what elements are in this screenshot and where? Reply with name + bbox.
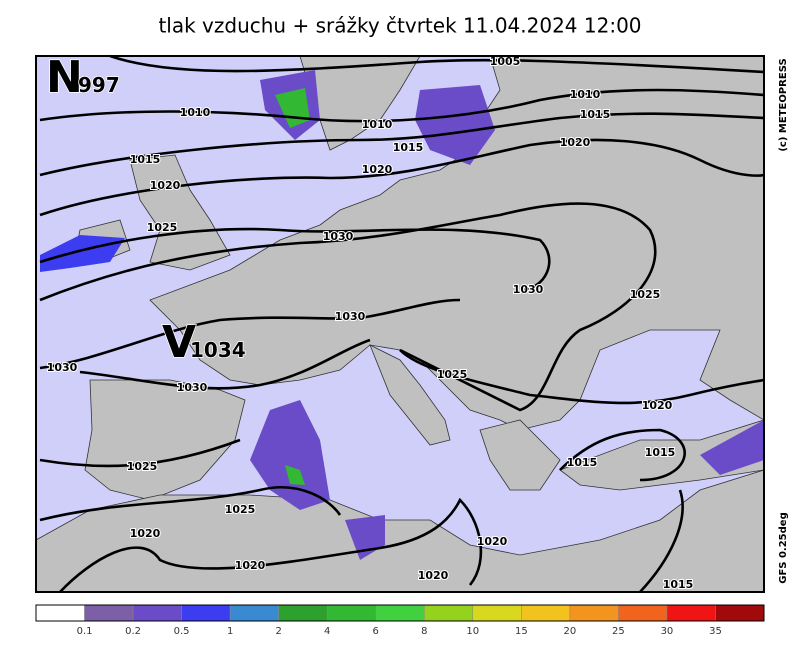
isobar-label: 1020 [642, 399, 673, 412]
isobar-label: 1025 [630, 288, 661, 301]
isobar-label: 1030 [335, 310, 366, 323]
isobar-label: 1030 [513, 283, 544, 296]
map-frame [35, 55, 765, 593]
isobar-label: 1020 [235, 559, 266, 572]
legend-swatch [618, 604, 668, 622]
legend-label: 20 [563, 626, 576, 637]
isobar-label: 1025 [147, 221, 178, 234]
isobars [39, 54, 765, 593]
isobar-label: 1015 [567, 456, 598, 469]
isobar-label: 1020 [560, 136, 591, 149]
isobar-label: 1020 [362, 163, 393, 176]
isobar-label: 1005 [490, 55, 521, 68]
legend-label: 0.2 [125, 626, 141, 637]
land [149, 55, 765, 431]
legend-swatch [715, 604, 765, 622]
high-value: 1034 [190, 338, 246, 362]
legend-swatch [181, 604, 231, 622]
legend-label: 25 [612, 626, 625, 637]
legend-label: 15 [515, 626, 528, 637]
isobar-label: 1015 [580, 108, 611, 121]
isobar-label: 1015 [645, 446, 676, 459]
legend-swatch [666, 604, 716, 622]
isobar-label: 1020 [418, 569, 449, 582]
precipitation [700, 420, 764, 475]
land [35, 469, 765, 593]
legend-frame [35, 604, 765, 622]
isobar-label: 1025 [127, 460, 158, 473]
isobar-label: 1025 [225, 503, 256, 516]
isobar-label: 1020 [477, 535, 508, 548]
legend-swatch [569, 604, 619, 622]
land [479, 419, 561, 491]
isobar-label: 1025 [437, 368, 468, 381]
map: 1005 1010 1010 1010 1015 1015 1015 1020 … [35, 51, 765, 593]
isobar-label: 1010 [362, 118, 393, 131]
legend-label: 0.5 [174, 626, 190, 637]
legend-label: 30 [661, 626, 674, 637]
land [369, 344, 451, 446]
low-letter: N [46, 52, 83, 103]
legend: 0.1 0.2 0.5 1 2 4 6 8 10 15 20 25 30 35 [35, 604, 765, 637]
low-value: 997 [78, 73, 120, 97]
isobar-label: 1030 [177, 381, 208, 394]
isobar-label: 1030 [47, 361, 78, 374]
legend-label: 2 [275, 626, 281, 637]
isobar-label: 1010 [180, 106, 211, 119]
copyright: (c) METEOPRESS [778, 58, 789, 151]
legend-label: 4 [324, 626, 330, 637]
land [129, 154, 231, 271]
isobar-label: 1020 [130, 527, 161, 540]
legend-swatch [326, 604, 376, 622]
high-letter: V [162, 317, 196, 368]
legend-label: 8 [421, 626, 427, 637]
precipitation [285, 465, 305, 485]
legend-swatch [521, 604, 571, 622]
isobar-label: 1010 [570, 88, 601, 101]
isobar-label: 1015 [393, 141, 424, 154]
legend-label: 0.1 [77, 626, 93, 637]
isobar-label: 1015 [663, 578, 694, 591]
isobar-label: 1030 [323, 230, 354, 243]
legend-swatch [35, 604, 85, 622]
title: tlak vzduchu + srážky čtvrtek 11.04.2024… [158, 14, 641, 38]
legend-label: 6 [373, 626, 379, 637]
legend-swatch [375, 604, 425, 622]
isobar-label: 1015 [130, 153, 161, 166]
isobar-label: 1020 [150, 179, 181, 192]
legend-swatch [229, 604, 279, 622]
legend-label: 10 [466, 626, 479, 637]
legend-label: 1 [227, 626, 233, 637]
model-label: GFS 0.25deg [778, 512, 789, 584]
legend-swatch [472, 604, 522, 622]
legend-swatch [84, 604, 134, 622]
legend-swatch [278, 604, 328, 622]
precipitation [415, 85, 495, 165]
legend-label: 35 [709, 626, 722, 637]
legend-swatch [132, 604, 182, 622]
precipitation [250, 400, 330, 510]
legend-swatch [424, 604, 474, 622]
